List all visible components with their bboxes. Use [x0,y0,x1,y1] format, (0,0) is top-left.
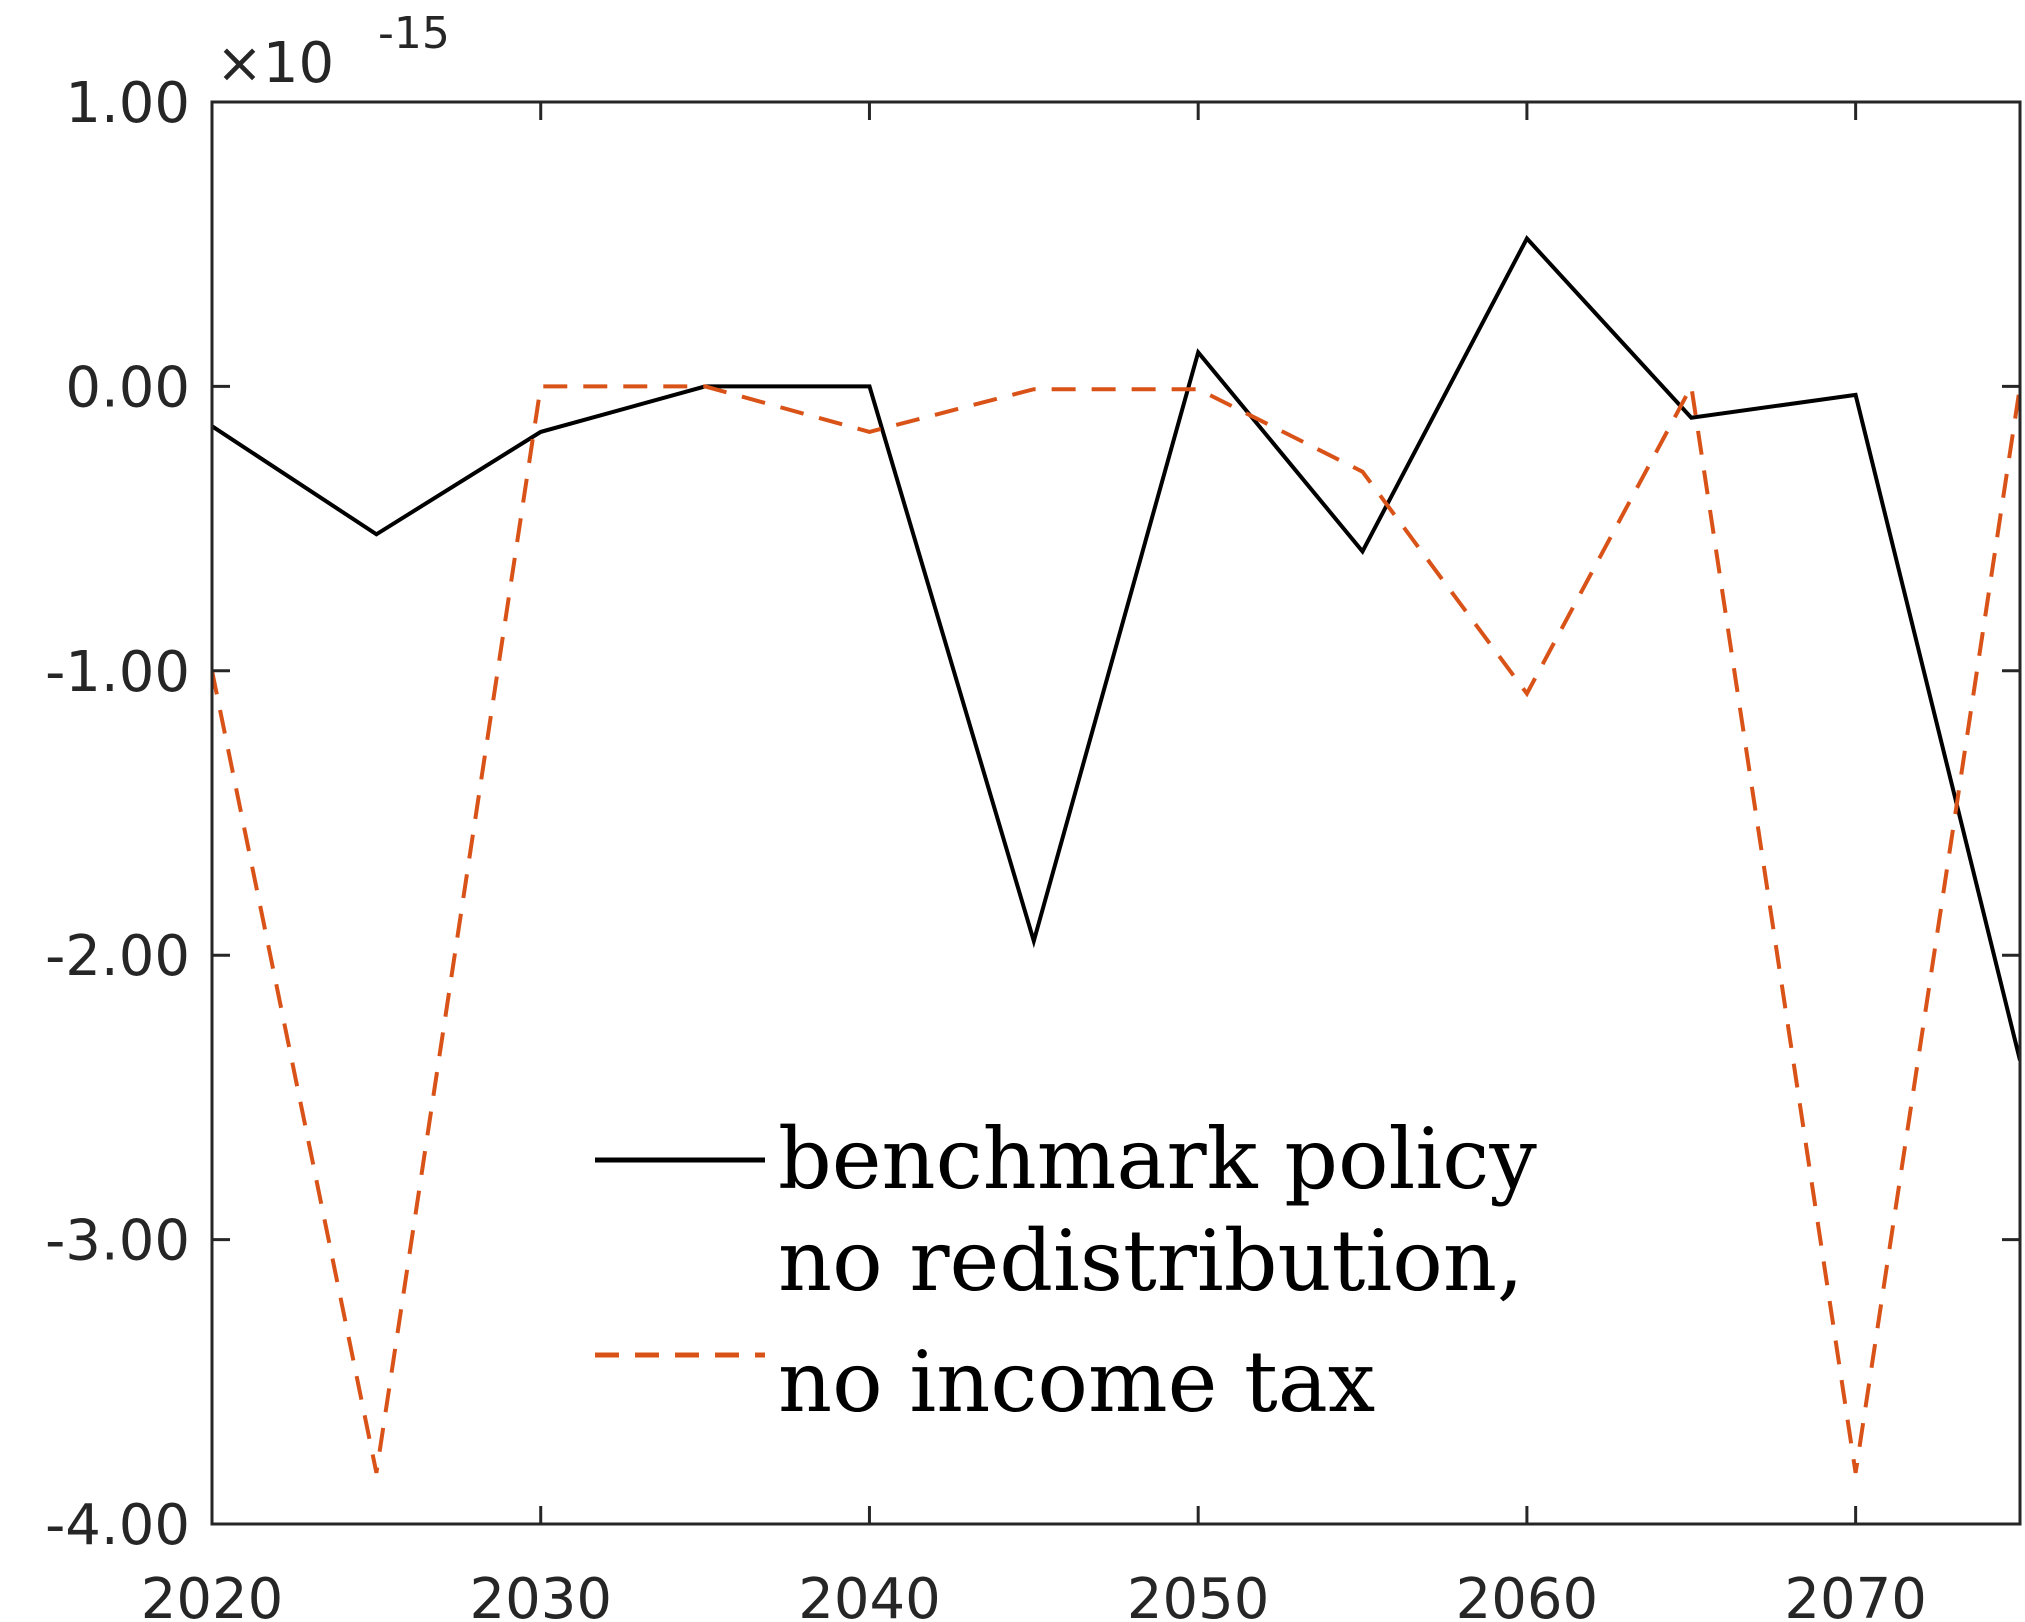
y-tick-label: -1.00 [45,640,190,705]
series-layer [212,235,2020,1474]
y-tick-label: -2.00 [45,924,190,989]
y-tick-label: -3.00 [45,1209,190,1274]
plot-area-frame [210,100,2022,1526]
y-tick-label: 1.00 [65,71,190,136]
x-tick-label: 2060 [1456,1567,1599,1622]
x-tick-label: 2020 [141,1567,284,1622]
series-line-2 [212,380,2020,1474]
y-tick-label: -4.00 [45,1493,190,1558]
y-tick-label: 0.00 [65,355,190,420]
y-axis-exponent: -15 [378,8,450,59]
series-line-1 [212,235,2020,1061]
y-axis-multiplier: ×10 [216,31,334,96]
axis-ticks: 2020 2030 2040 2050 2060 2070 1.00 0.00 -1.00 -2.… [45,71,2020,1622]
x-tick-label: 2040 [798,1567,941,1622]
y-axis-exponent-label: ×10 -15 [216,8,450,96]
x-tick-label: 2030 [469,1567,612,1622]
x-tick-label: 2050 [1127,1567,1270,1622]
legend-label-2: no income tax [778,1333,1375,1431]
x-tick-label: 2070 [1784,1567,1927,1622]
legend-label-1: benchmark policy [778,1110,1537,1208]
legend-label-2: no redistribution, [778,1212,1524,1310]
